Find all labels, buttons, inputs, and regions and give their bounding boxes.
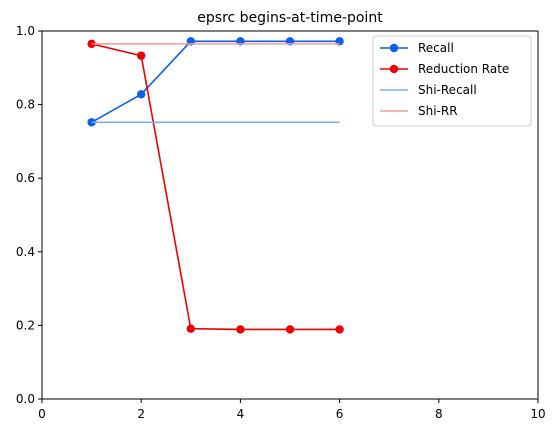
x-tick-label: 8 [435, 407, 443, 421]
x-tick-label: 6 [336, 407, 344, 421]
x-tick-label: 4 [237, 407, 245, 421]
data-point-1-2 [137, 90, 146, 99]
series-line-1 [91, 40, 340, 123]
y-tick-label: 0.0 [16, 392, 35, 406]
legend-label-3: Shi-Recall [418, 83, 477, 97]
chart-title: epsrc begins-at-time-point [197, 10, 383, 26]
x-tick-label: 2 [137, 407, 145, 421]
legend-label-2: Reduction Rate [418, 62, 509, 76]
y-tick-label: 0.4 [16, 245, 35, 259]
data-point-2-3 [186, 324, 195, 333]
legend-label-1: Recall [418, 41, 454, 55]
legend: Recall Reduction Rate Shi-Recall Shi-RR [372, 35, 532, 127]
y-tick-label: 0.2 [16, 318, 35, 332]
legend-marker-1 [389, 43, 399, 53]
legend-marker-2 [389, 64, 399, 74]
data-point-2-4 [236, 325, 245, 334]
data-point-2-5 [285, 325, 295, 334]
x-tick-label: 10 [530, 407, 545, 421]
x-tick-label: 0 [38, 407, 46, 421]
legend-label-4: Shi-RR [418, 104, 458, 118]
axes-layer: 0 2 4 6 8 10 0.0 0.2 0.4 0.6 0.8 1.0 [16, 24, 546, 421]
legend-box [372, 35, 532, 127]
series-layer [87, 37, 344, 334]
y-tick-label: 0.8 [16, 98, 35, 112]
series-line-2 [91, 43, 340, 331]
y-tick-label: 0.6 [16, 171, 35, 185]
y-tick-label: 1.0 [16, 24, 35, 38]
data-point-2-6 [335, 325, 344, 334]
data-point-2-2 [137, 51, 146, 60]
plot-frame [41, 30, 539, 400]
